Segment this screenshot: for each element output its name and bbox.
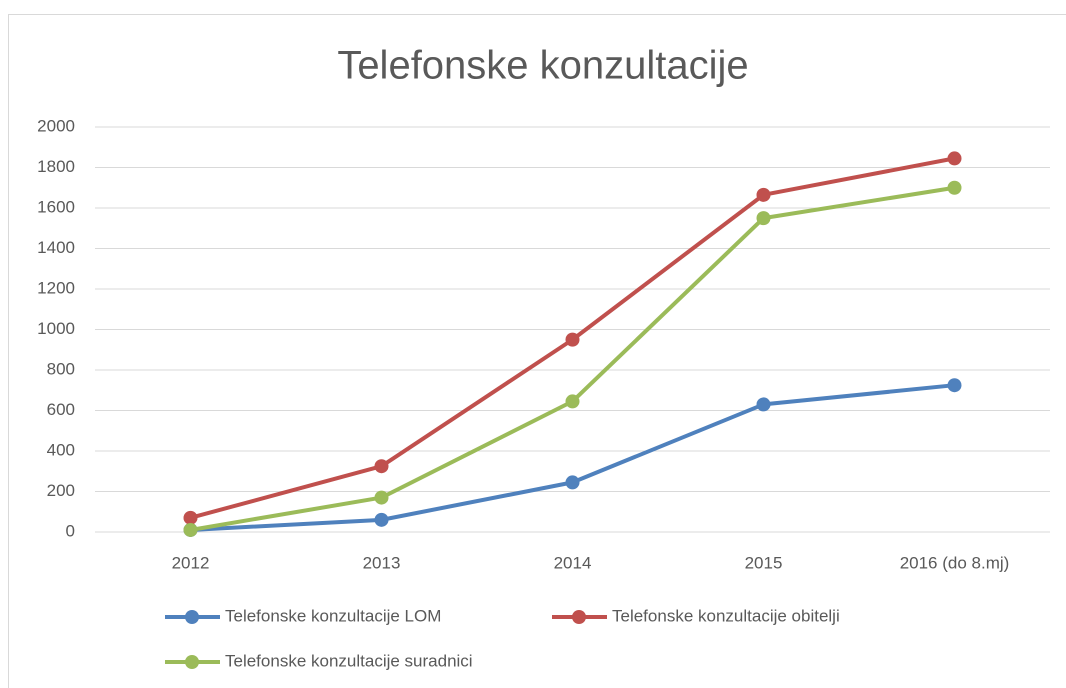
point <box>756 211 771 226</box>
legend-marker <box>185 610 199 624</box>
point <box>756 397 771 412</box>
chart-frame <box>8 14 1066 688</box>
y-tick-label: 2000 <box>37 116 75 135</box>
y-tick-label: 0 <box>66 521 75 540</box>
x-tick-label: 2012 <box>172 553 210 572</box>
point <box>183 510 198 525</box>
y-tick-label: 1400 <box>37 238 75 257</box>
point <box>947 378 962 393</box>
chart-title: Telefonske konzultacije <box>337 44 748 88</box>
point <box>374 512 389 527</box>
y-tick-label: 800 <box>47 359 75 378</box>
point <box>947 151 962 166</box>
point <box>374 490 389 505</box>
y-tick-label: 1800 <box>37 157 75 176</box>
y-tick-label: 1200 <box>37 278 75 297</box>
point <box>183 522 198 537</box>
y-tick-label: 200 <box>47 481 75 500</box>
point <box>947 180 962 195</box>
point <box>565 332 580 347</box>
point <box>756 187 771 202</box>
legend-label: Telefonske konzultacije obitelji <box>612 606 840 625</box>
legend-marker <box>572 610 586 624</box>
y-tick-label: 400 <box>47 440 75 459</box>
y-tick-label: 600 <box>47 400 75 419</box>
x-tick-label: 2013 <box>363 553 401 572</box>
y-tick-label: 1600 <box>37 197 75 216</box>
point <box>565 475 580 490</box>
x-tick-label: 2014 <box>554 553 592 572</box>
legend-label: Telefonske konzultacije LOM <box>225 606 441 625</box>
point <box>565 394 580 409</box>
y-tick-label: 1000 <box>37 319 75 338</box>
legend-label: Telefonske konzultacije suradnici <box>225 651 473 670</box>
point <box>374 459 389 474</box>
x-tick-label: 2015 <box>745 553 783 572</box>
legend-marker <box>185 655 199 669</box>
x-tick-label: 2016 (do 8.mj) <box>900 553 1010 572</box>
